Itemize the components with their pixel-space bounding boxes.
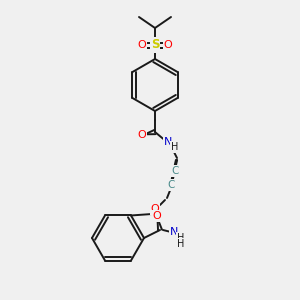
- Text: O: O: [138, 40, 146, 50]
- Text: O: O: [153, 211, 161, 221]
- Text: C: C: [171, 166, 179, 176]
- Text: H: H: [177, 239, 185, 249]
- Text: O: O: [151, 204, 159, 214]
- Text: O: O: [138, 130, 146, 140]
- Text: C: C: [167, 180, 175, 190]
- Text: N: N: [170, 227, 178, 237]
- Text: H: H: [171, 142, 179, 152]
- Text: H: H: [177, 233, 185, 243]
- Text: N: N: [164, 137, 172, 147]
- Text: S: S: [151, 38, 159, 52]
- Text: O: O: [164, 40, 172, 50]
